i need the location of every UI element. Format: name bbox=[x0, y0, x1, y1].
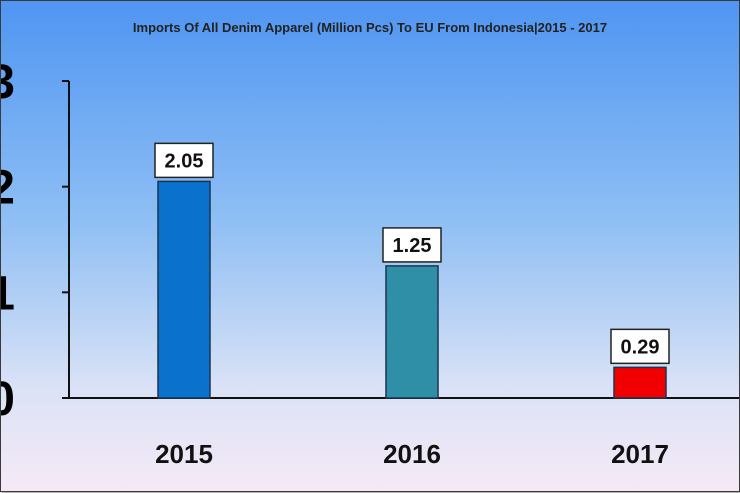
x-tick-label-2017: 2017 bbox=[611, 439, 669, 469]
chart-title: Imports Of All Denim Apparel (Million Pc… bbox=[133, 20, 607, 35]
data-label-box bbox=[154, 142, 214, 179]
data-labels: 2.05 1.25 0.29 bbox=[154, 142, 670, 365]
data-label-box bbox=[610, 328, 670, 365]
x-tick-label-2015: 2015 bbox=[155, 439, 213, 469]
y-tick-label: 3 bbox=[1, 56, 15, 109]
data-label-2015: 2.05 bbox=[165, 150, 204, 172]
x-tick-labels: 2015 2016 2017 bbox=[155, 439, 669, 469]
y-tick-label: 1 bbox=[1, 267, 15, 320]
bars bbox=[157, 180, 667, 399]
y-tick-label: 0 bbox=[1, 373, 15, 426]
y-tick-label: 2 bbox=[1, 162, 15, 215]
x-tick-label-2016: 2016 bbox=[383, 439, 441, 469]
y-tick-labels: 0 1 2 3 bbox=[1, 56, 15, 426]
bar-2015 bbox=[157, 180, 211, 399]
data-label-box bbox=[382, 227, 442, 263]
bar-2016 bbox=[385, 265, 439, 399]
data-label-2016: 1.25 bbox=[393, 235, 432, 257]
data-label-2017: 0.29 bbox=[621, 336, 660, 358]
bar-2017 bbox=[613, 366, 667, 399]
